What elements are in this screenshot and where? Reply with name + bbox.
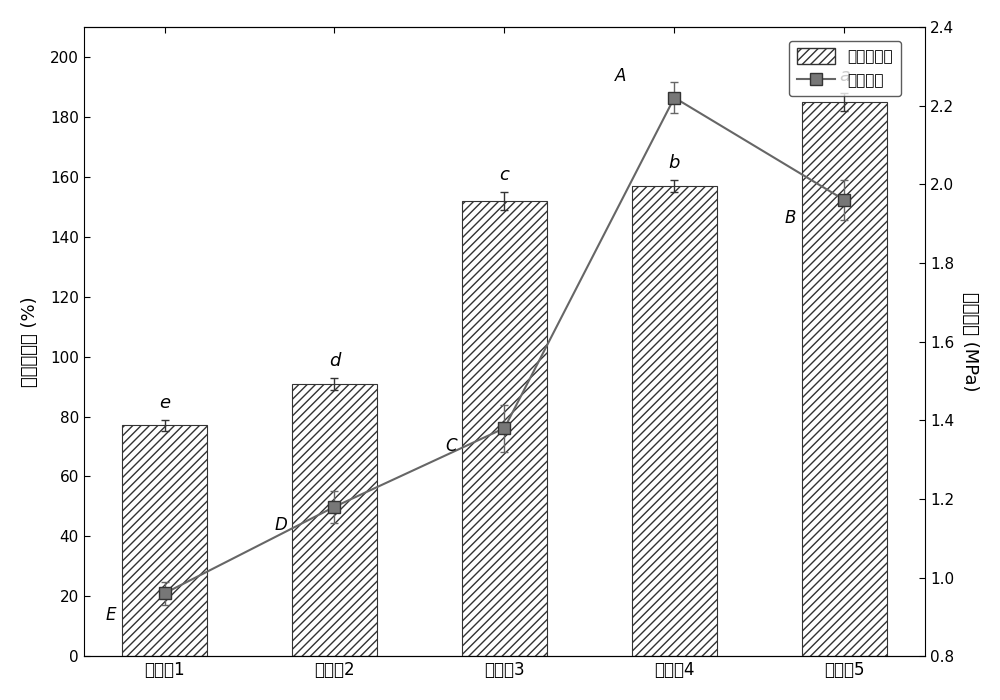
Text: E: E	[105, 606, 116, 624]
Bar	[292, 384, 377, 657]
Text: C: C	[445, 437, 457, 455]
Bar	[632, 186, 717, 657]
Legend: 断裂伸长率, 抗拉强度: 断裂伸长率, 抗拉强度	[789, 41, 901, 96]
Bar	[802, 102, 887, 657]
Y-axis label: 抗拉强度 (MPa): 抗拉强度 (MPa)	[961, 292, 979, 391]
Bar	[462, 201, 547, 657]
Text: B: B	[785, 209, 796, 227]
Text: e: e	[159, 394, 170, 412]
Text: A: A	[615, 67, 626, 85]
Text: d: d	[329, 352, 340, 370]
Text: a: a	[839, 67, 850, 85]
Y-axis label: 断裂伸长率 (%): 断裂伸长率 (%)	[21, 296, 39, 387]
Text: b: b	[669, 154, 680, 172]
Text: D: D	[275, 515, 288, 533]
Text: c: c	[499, 166, 509, 184]
Bar	[122, 426, 207, 657]
